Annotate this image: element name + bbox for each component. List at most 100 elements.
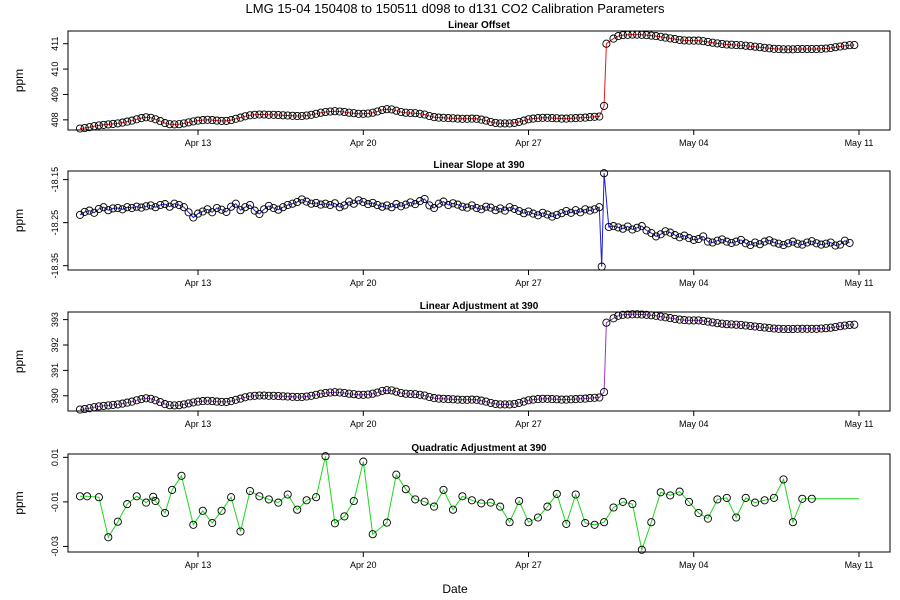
data-point xyxy=(278,111,288,120)
data-point xyxy=(189,213,198,222)
data-point xyxy=(505,400,514,409)
data-point xyxy=(307,199,316,208)
data-point xyxy=(477,499,486,508)
data-point xyxy=(293,197,302,207)
data-point xyxy=(515,117,524,126)
data-point xyxy=(722,237,731,246)
data-point xyxy=(236,113,245,122)
y-tick-label: -0.03 xyxy=(50,536,60,557)
data-point xyxy=(463,395,472,404)
data-point xyxy=(463,203,472,212)
y-tick-label: 409 xyxy=(50,87,60,102)
data-point xyxy=(576,394,585,403)
data-point xyxy=(515,206,524,216)
data-point xyxy=(727,320,736,329)
data-point xyxy=(779,324,788,334)
plot-frame xyxy=(67,453,891,553)
data-point xyxy=(283,200,292,210)
x-tick-label: May 11 xyxy=(845,419,874,429)
data-point xyxy=(751,42,760,51)
data-point xyxy=(689,36,698,45)
data-point xyxy=(236,206,245,215)
data-point xyxy=(264,495,273,504)
data-point xyxy=(373,200,382,210)
data-point xyxy=(807,324,816,333)
data-point xyxy=(179,203,188,212)
data-point xyxy=(741,239,750,248)
data-point xyxy=(288,111,297,120)
data-point xyxy=(170,199,179,208)
data-point xyxy=(453,200,462,209)
data-point xyxy=(491,118,500,127)
data-point xyxy=(250,391,259,400)
data-point xyxy=(330,519,339,528)
data-point xyxy=(566,208,576,217)
data-point xyxy=(104,206,113,215)
data-point xyxy=(165,120,174,129)
data-point xyxy=(623,222,632,231)
data-point xyxy=(312,493,321,502)
data-point xyxy=(217,116,226,125)
data-point xyxy=(127,203,136,213)
data-point xyxy=(529,395,538,404)
data-point xyxy=(642,226,651,235)
data-point xyxy=(496,204,505,213)
data-point xyxy=(297,392,306,402)
data-point xyxy=(326,107,335,116)
data-point xyxy=(769,44,779,53)
panel-linear-adjustment: Linear Adjustment at 390 ppm 390 391 392 393 A… xyxy=(12,301,891,429)
data-point xyxy=(637,222,646,231)
data-point xyxy=(670,231,679,240)
data-point xyxy=(453,114,462,123)
panel-title: Linear Adjustment at 390 xyxy=(420,301,539,312)
data-point xyxy=(415,197,424,206)
data-point xyxy=(175,120,184,129)
data-point xyxy=(496,119,505,128)
data-point xyxy=(250,110,259,119)
data-point xyxy=(203,205,212,214)
data-point xyxy=(637,30,646,39)
data-point xyxy=(345,389,354,398)
data-point xyxy=(774,239,783,248)
data-point xyxy=(340,107,349,117)
data-point xyxy=(633,30,642,39)
data-point xyxy=(179,119,188,128)
data-point xyxy=(722,40,731,49)
data-point xyxy=(439,113,448,122)
data-point xyxy=(382,105,391,114)
data-point xyxy=(614,223,623,232)
data-point xyxy=(524,396,533,405)
data-point xyxy=(694,234,703,244)
data-point xyxy=(222,116,231,125)
data-point xyxy=(765,236,774,245)
data-point xyxy=(656,230,665,239)
data-point xyxy=(212,397,221,406)
data-point xyxy=(496,502,505,511)
data-point xyxy=(477,115,486,124)
data-point xyxy=(647,518,656,527)
data-point xyxy=(524,518,533,527)
data-point xyxy=(396,388,406,398)
data-point xyxy=(803,324,812,333)
data-point xyxy=(165,202,174,211)
data-point xyxy=(458,114,467,123)
data-point xyxy=(297,195,306,204)
data-point xyxy=(260,391,269,400)
data-point xyxy=(137,114,146,123)
data-point xyxy=(680,316,689,325)
data-point xyxy=(666,491,675,500)
data-point xyxy=(500,400,509,409)
data-point xyxy=(359,390,368,399)
data-point xyxy=(123,500,132,509)
data-point xyxy=(666,228,675,237)
data-point xyxy=(609,34,618,43)
data-point xyxy=(425,201,434,210)
data-point xyxy=(444,200,453,210)
data-point xyxy=(430,502,439,511)
data-point xyxy=(415,390,424,399)
y-axis-label: ppm xyxy=(12,209,26,232)
data-point xyxy=(651,232,661,241)
y-tick-label: 390 xyxy=(50,388,60,403)
data-point xyxy=(448,114,458,123)
data-point xyxy=(774,324,783,333)
